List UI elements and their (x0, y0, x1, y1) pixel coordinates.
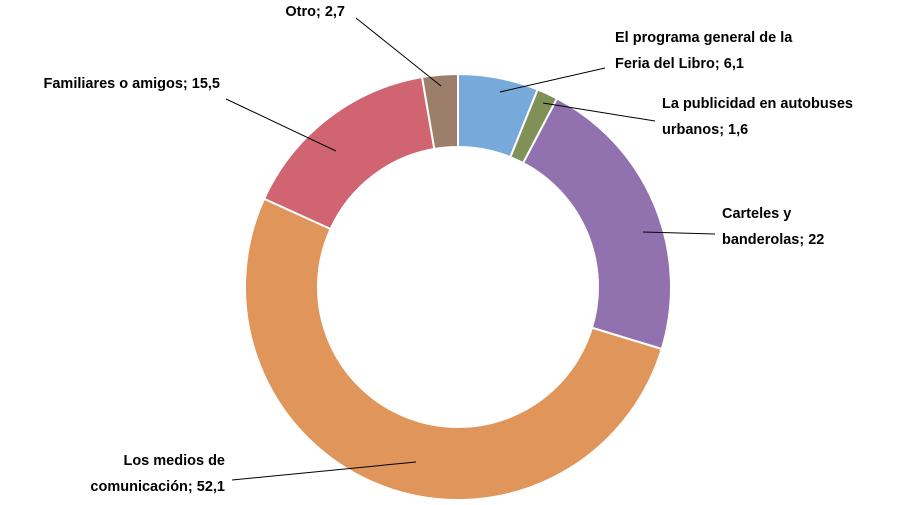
data-label: El programa general de la Feria del Libro… (615, 30, 793, 72)
data-label: Familiares o amigos; 15,5 (44, 76, 221, 92)
data-label: Los medios de comunicación; 52,1 (90, 453, 225, 495)
data-label-line: banderolas; 22 (722, 232, 824, 248)
data-label-line: urbanos; 1,6 (662, 122, 748, 138)
data-label-line: Otro; 2,7 (285, 4, 345, 20)
data-label: Carteles y banderolas; 22 (722, 206, 824, 248)
leader-line (355, 17, 442, 87)
donut-slice (521, 97, 672, 351)
data-label-line: comunicación; 52,1 (90, 479, 225, 495)
donut-slice (262, 75, 436, 231)
data-label-line: Carteles y (722, 206, 791, 222)
leader-line (642, 231, 716, 235)
data-label: Otro; 2,7 (285, 4, 345, 20)
data-label: La publicidad en autobuses urbanos; 1,6 (662, 96, 853, 138)
data-label-line: El programa general de la (615, 30, 793, 46)
data-label-line: Los medios de (123, 453, 225, 469)
data-label-line: Familiares o amigos; 15,5 (44, 76, 221, 92)
donut-slice (420, 72, 459, 151)
leader-line (231, 461, 417, 481)
data-label-line: Feria del Libro; 6,1 (615, 56, 744, 72)
leader-line (225, 98, 337, 152)
leader-line (542, 102, 656, 122)
donut-slice (244, 197, 664, 501)
data-label-line: La publicidad en autobuses (662, 96, 853, 112)
leader-line (499, 67, 606, 93)
